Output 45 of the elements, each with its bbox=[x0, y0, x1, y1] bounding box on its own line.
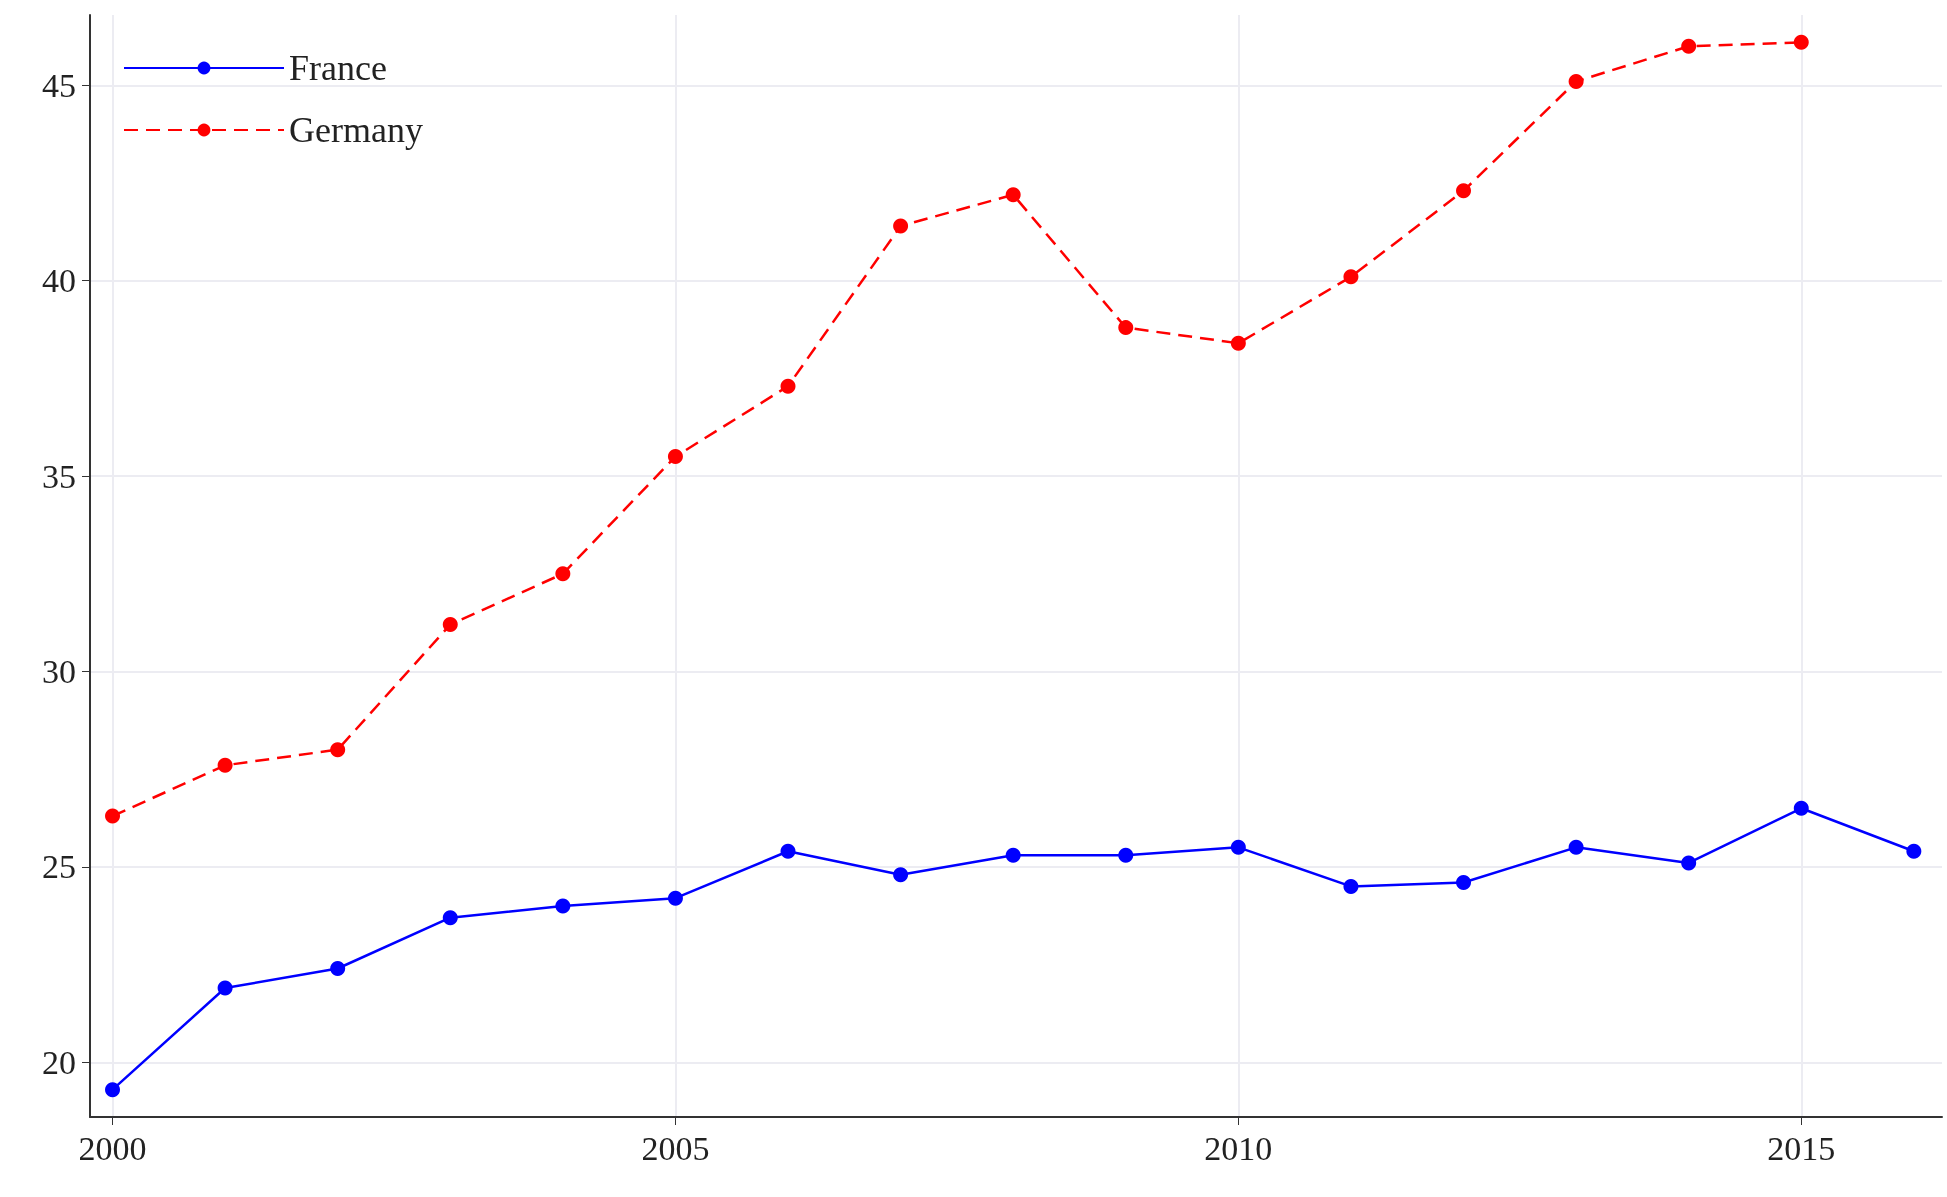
x-tick-label: 2005 bbox=[641, 1129, 710, 1167]
point bbox=[330, 742, 346, 758]
x-tick-label: 2010 bbox=[1204, 1129, 1273, 1167]
x-tick-label: 2000 bbox=[78, 1129, 147, 1167]
point bbox=[442, 617, 458, 633]
point bbox=[1793, 800, 1809, 816]
point bbox=[1118, 847, 1134, 863]
y-tick-label: 25 bbox=[42, 848, 76, 886]
point bbox=[1230, 839, 1246, 855]
point bbox=[1343, 269, 1359, 285]
point bbox=[555, 898, 571, 914]
y-tick-label: 45 bbox=[42, 66, 76, 104]
legend-label: France bbox=[289, 48, 387, 88]
point bbox=[1681, 38, 1697, 54]
point bbox=[1456, 183, 1472, 199]
point bbox=[893, 867, 909, 883]
point bbox=[1568, 839, 1584, 855]
point bbox=[555, 566, 571, 582]
y-tick-label: 40 bbox=[42, 262, 76, 300]
point bbox=[1793, 34, 1809, 50]
y-tick-label: 20 bbox=[42, 1043, 76, 1081]
point bbox=[105, 808, 121, 824]
legend-label: Germany bbox=[289, 110, 423, 150]
y-tick-label: 30 bbox=[42, 653, 76, 691]
point bbox=[1906, 843, 1922, 859]
point bbox=[1681, 855, 1697, 871]
point bbox=[780, 843, 796, 859]
point bbox=[105, 1082, 121, 1098]
point bbox=[667, 449, 683, 465]
point bbox=[1230, 335, 1246, 351]
point bbox=[1343, 878, 1359, 894]
point bbox=[217, 980, 233, 996]
point bbox=[217, 757, 233, 773]
point bbox=[442, 910, 458, 926]
point bbox=[780, 378, 796, 394]
point bbox=[893, 218, 909, 234]
x-tick-label: 2015 bbox=[1767, 1129, 1836, 1167]
point bbox=[1005, 847, 1021, 863]
point bbox=[1456, 875, 1472, 891]
y-tick-label: 35 bbox=[42, 457, 76, 495]
point bbox=[1005, 187, 1021, 203]
point bbox=[330, 961, 346, 976]
point bbox=[1568, 73, 1584, 89]
point bbox=[1118, 320, 1134, 336]
point bbox=[667, 890, 683, 906]
